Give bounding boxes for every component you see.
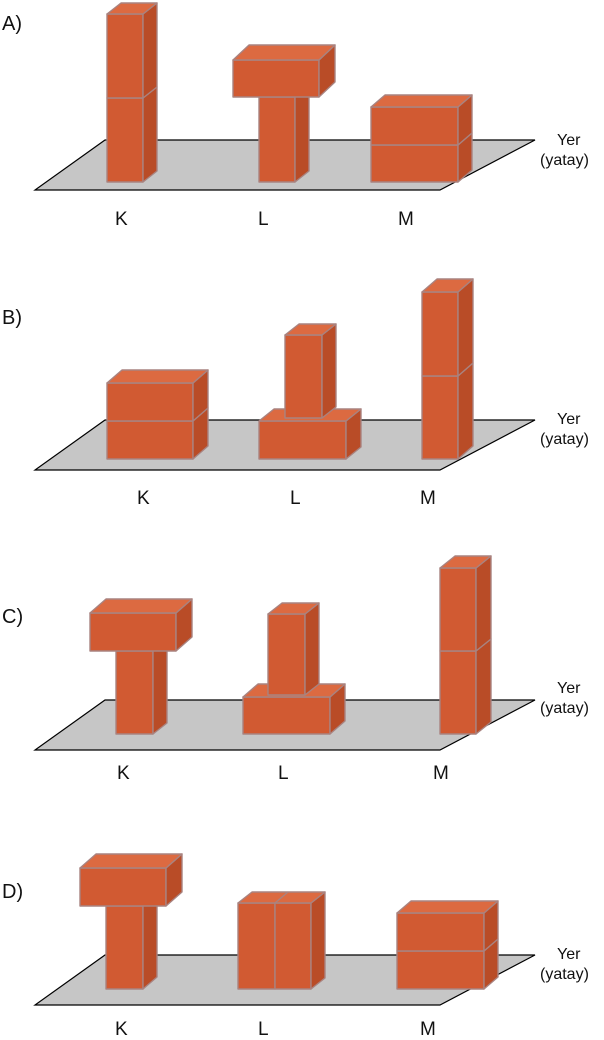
option-c-ground-label-1: Yer bbox=[557, 680, 581, 697]
option-d-item-k: K bbox=[115, 1019, 128, 1040]
option-a-ground-label-2: (yatay) bbox=[540, 152, 589, 169]
option-b-k-stack bbox=[106, 369, 209, 460]
option-d-l-stack bbox=[237, 891, 326, 990]
option-d-ground-label-2: (yatay) bbox=[540, 966, 589, 983]
option-b-m-stack bbox=[421, 278, 474, 460]
option-c: C) K L M Yer ( bbox=[2, 555, 589, 784]
option-c-ground-label-2: (yatay) bbox=[540, 700, 589, 717]
option-d-label: D) bbox=[2, 881, 23, 903]
option-d-item-l: L bbox=[258, 1019, 269, 1040]
option-a-m-stack bbox=[370, 94, 473, 183]
option-b-item-m: M bbox=[420, 488, 436, 509]
option-c-label: C) bbox=[2, 606, 23, 628]
option-b-item-k: K bbox=[137, 488, 150, 509]
option-c-item-k: K bbox=[117, 763, 130, 784]
option-c-k-stack bbox=[89, 598, 193, 735]
option-d: D) K L M Yer (yatay) bbox=[2, 853, 589, 1040]
option-a-item-m: M bbox=[398, 209, 414, 230]
option-c-l-stack bbox=[242, 602, 346, 735]
option-b: B) K L M Yer ( bbox=[2, 278, 589, 509]
option-b-label: B) bbox=[2, 307, 22, 329]
option-c-item-m: M bbox=[433, 763, 449, 784]
option-c-item-l: L bbox=[278, 763, 289, 784]
option-a-label: A) bbox=[2, 13, 22, 35]
option-a-k-stack bbox=[106, 2, 158, 183]
option-b-l-stack bbox=[258, 323, 362, 460]
option-c-m-stack bbox=[439, 555, 492, 735]
option-a: A) K L M Yer (yatay) bbox=[2, 2, 589, 230]
option-b-ground-label-1: Yer bbox=[557, 411, 581, 428]
option-a-l-stack bbox=[232, 44, 336, 183]
option-d-ground-label-1: Yer bbox=[557, 946, 581, 963]
option-d-m-stack bbox=[396, 900, 499, 990]
option-a-item-l: L bbox=[258, 209, 269, 230]
option-a-ground-label-1: Yer bbox=[557, 132, 581, 149]
option-d-k-stack bbox=[79, 853, 183, 990]
option-a-item-k: K bbox=[115, 209, 128, 230]
option-d-item-m: M bbox=[420, 1019, 436, 1040]
option-b-ground-label-2: (yatay) bbox=[540, 431, 589, 448]
option-b-item-l: L bbox=[290, 488, 301, 509]
